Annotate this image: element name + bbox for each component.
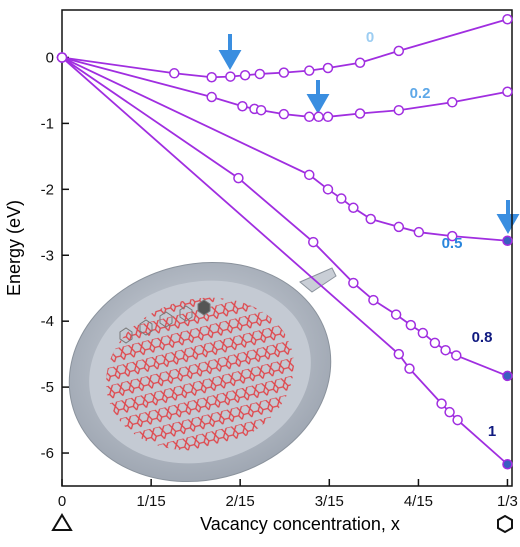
series-line: [61, 56, 508, 242]
data-point: [313, 111, 324, 123]
data-point: [444, 406, 455, 418]
series-label: 0.5: [442, 235, 463, 252]
y-tick-label: 0: [46, 49, 54, 66]
data-point: [440, 344, 451, 356]
data-point: [278, 108, 290, 120]
x-tick-label: 2/15: [226, 493, 255, 510]
series-line: [61, 18, 508, 79]
data-point: [502, 370, 513, 382]
data-point: [322, 184, 334, 195]
y-tick-label: -3: [41, 247, 54, 264]
data-point: [502, 86, 513, 98]
data-point: [436, 398, 447, 409]
data-point: [405, 319, 417, 331]
pan-illustration: [68, 261, 337, 483]
data-point: [390, 309, 402, 320]
triangle-symbol: [51, 513, 73, 531]
x-axis-label: Vacancy concentration, x: [200, 514, 400, 534]
data-point: [304, 111, 315, 123]
data-point: [304, 169, 315, 181]
data-point: [393, 104, 405, 116]
data-point: [225, 71, 236, 82]
data-point: [502, 235, 513, 246]
data-point: [206, 71, 217, 83]
data-point: [254, 68, 266, 80]
x-tick-label: 0: [58, 493, 66, 510]
data-point: [233, 172, 244, 184]
y-tick-label: -6: [41, 445, 54, 462]
data-point: [404, 363, 415, 374]
x-tick-label: 1/15: [137, 493, 166, 510]
data-point: [348, 277, 359, 289]
data-point: [502, 458, 513, 470]
data-point: [206, 91, 217, 103]
data-point: [452, 414, 463, 426]
data-point: [169, 68, 180, 79]
data-point: [322, 111, 334, 123]
y-axis-label: Energy (eV): [4, 200, 24, 296]
data-point: [393, 348, 405, 360]
data-point: [278, 67, 290, 78]
x-tick-label: 4/15: [404, 493, 433, 510]
data-point: [429, 337, 441, 349]
data-point: [348, 202, 359, 214]
data-point: [447, 230, 458, 242]
y-tick-label: -2: [41, 181, 54, 198]
series-label: 0.2: [410, 85, 431, 102]
data-point: [447, 97, 458, 108]
data-point: [322, 62, 334, 74]
series-label: 0: [366, 29, 374, 46]
data-point: [368, 294, 379, 306]
data-point: [255, 104, 267, 116]
hexagon-symbol: [497, 514, 513, 534]
series-label: 0.8: [472, 329, 493, 346]
data-point: [393, 45, 405, 57]
data-point: [336, 193, 347, 204]
data-point: [354, 108, 366, 119]
y-tick-label: -5: [41, 379, 54, 396]
data-point: [393, 221, 405, 233]
data-point: [56, 52, 68, 63]
data-point: [239, 70, 251, 81]
data-point: [354, 57, 366, 68]
data-point: [417, 327, 429, 339]
y-tick-label: -1: [41, 115, 54, 132]
data-point: [365, 213, 376, 225]
data-point: [237, 101, 248, 112]
series-label: 1: [488, 423, 496, 440]
x-tick-label: 3/15: [315, 493, 344, 510]
data-point: [304, 65, 315, 76]
x-tick-label: 1/3: [497, 493, 518, 510]
data-point: [308, 236, 319, 248]
data-point: [451, 350, 462, 361]
data-point: [502, 13, 513, 25]
y-tick-label: -4: [41, 313, 54, 330]
plot-frame: [61, 9, 513, 487]
data-point: [413, 226, 425, 238]
